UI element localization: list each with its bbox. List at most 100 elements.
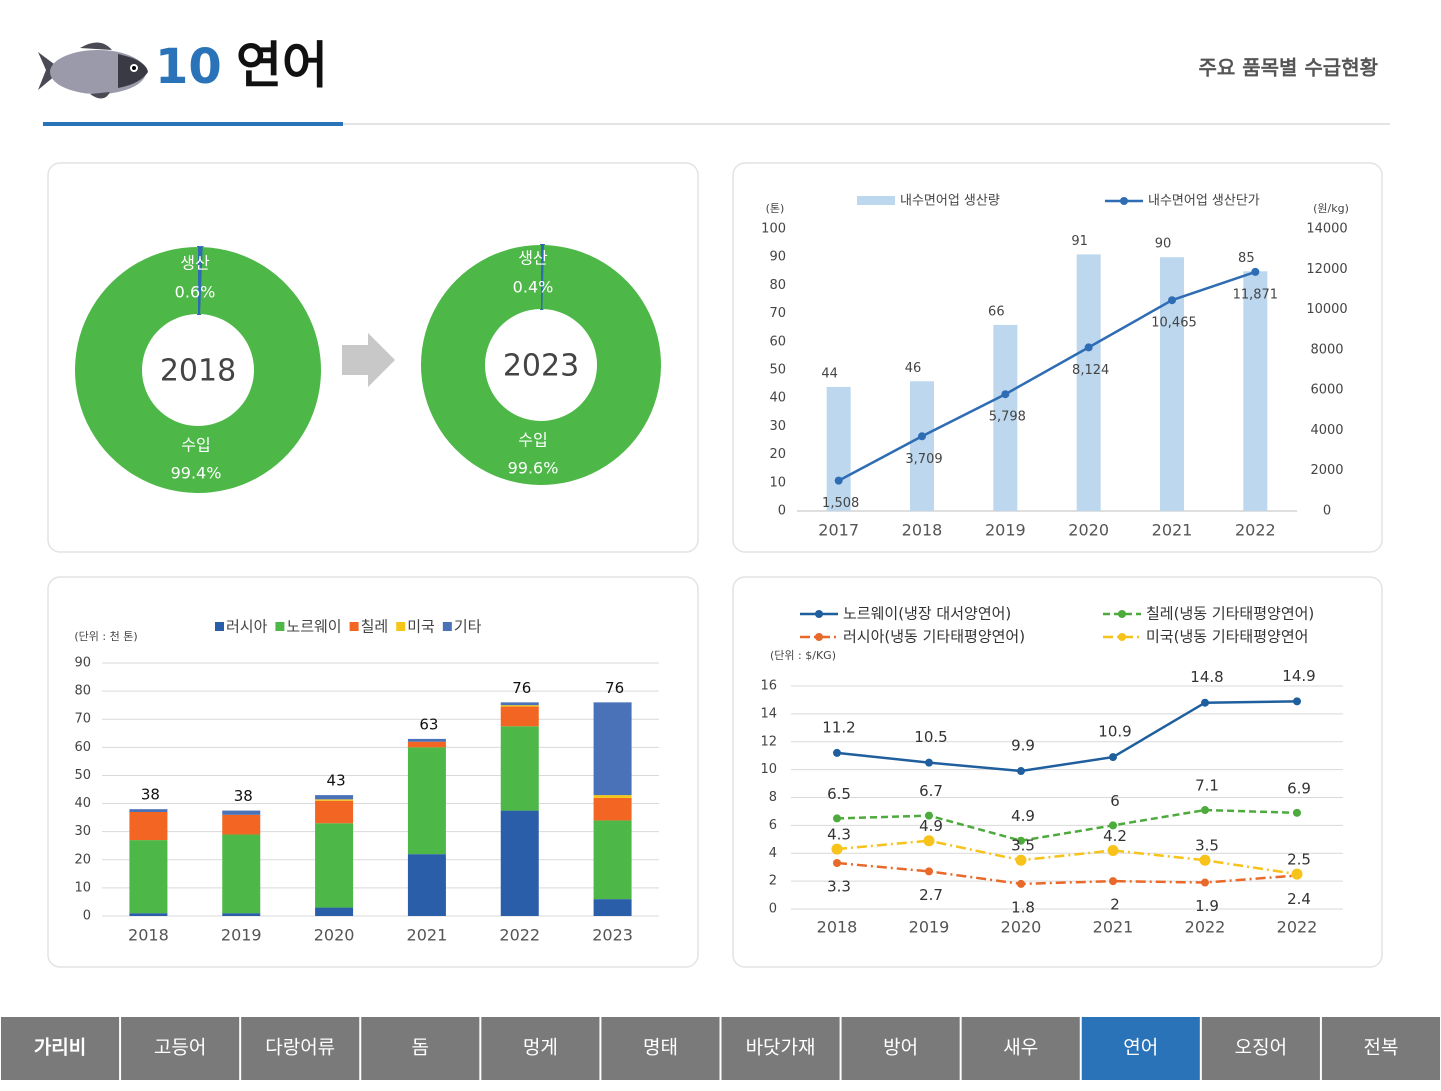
nav-tab-bg[interactable] xyxy=(841,1017,960,1080)
x-tick-label: 2020 xyxy=(314,926,355,945)
line-value-label: 6.7 xyxy=(919,782,943,800)
line-value-label: 2.5 xyxy=(1287,851,1311,869)
y-tick-label: 90 xyxy=(769,250,786,265)
nav-tab-label: 연어 xyxy=(1123,1037,1158,1059)
bar xyxy=(826,386,851,511)
y-tick-label: 8000 xyxy=(1310,342,1343,357)
bar-segment xyxy=(407,738,446,742)
nav-tab-bg[interactable] xyxy=(1201,1017,1320,1080)
nav-tab[interactable]: 방어 xyxy=(841,1017,960,1080)
x-tick-label: 2020 xyxy=(1001,918,1042,937)
bar-total-label: 76 xyxy=(512,679,531,697)
bar-value-label: 91 xyxy=(1071,234,1088,249)
nav-tab[interactable]: 고등어 xyxy=(121,1017,240,1080)
legend-marker xyxy=(815,610,823,618)
segment-value: 99.4% xyxy=(171,464,222,483)
donut-segment xyxy=(197,245,204,316)
nav-tab[interactable]: 멍게 xyxy=(481,1017,600,1080)
legend-swatch xyxy=(442,622,452,631)
bar-segment xyxy=(593,797,632,821)
bar-segment xyxy=(315,907,354,916)
nav-tab[interactable]: 다랑어류 xyxy=(241,1017,360,1080)
bar xyxy=(1160,257,1184,511)
bar-value-label: 66 xyxy=(988,304,1005,319)
y-tick-label: 60 xyxy=(74,740,91,755)
bar-value-label: 44 xyxy=(821,366,838,381)
x-tick-label: 2023 xyxy=(592,926,633,945)
x-tick-label: 2019 xyxy=(985,521,1026,540)
legend-label: 칠레 xyxy=(361,618,389,636)
line-value-label: 4.2 xyxy=(1103,827,1127,845)
nav-tab-bg[interactable] xyxy=(481,1017,600,1080)
nav-tab[interactable]: 전복 xyxy=(1321,1017,1440,1080)
line-marker xyxy=(925,811,933,820)
nav-tab[interactable]: 연어 xyxy=(1081,1017,1200,1080)
bar-total-label: 63 xyxy=(419,715,438,733)
legend-label: 미국 xyxy=(407,618,435,636)
nav-tab[interactable]: 바닷가재 xyxy=(721,1017,840,1080)
nav-tab[interactable]: 새우 xyxy=(961,1017,1080,1080)
legend-label: 내수면어업 생산단가 xyxy=(1148,194,1260,209)
y-tick-label: 2 xyxy=(769,874,777,889)
x-tick-label: 2017 xyxy=(818,521,859,540)
line-value-label: 7.1 xyxy=(1195,777,1219,795)
donut-segment xyxy=(540,243,546,311)
bar-segment xyxy=(315,800,354,824)
nav-tab[interactable]: 돔 xyxy=(361,1017,480,1080)
legend-label: 러시아 xyxy=(226,618,268,636)
bar-segment xyxy=(129,913,168,916)
nav-tab-bg[interactable] xyxy=(1321,1017,1440,1080)
y-tick-label: 0 xyxy=(769,902,777,917)
bar xyxy=(910,381,934,511)
nav-tab-bg[interactable] xyxy=(1,1017,120,1080)
nav-tab[interactable]: 가리비 xyxy=(1,1017,120,1080)
line-value-label: 2.4 xyxy=(1287,890,1311,908)
nav-tab[interactable]: 명태 xyxy=(601,1017,720,1080)
line xyxy=(838,270,1256,482)
line-value-label: 10.9 xyxy=(1098,723,1131,741)
y-tick-label: 40 xyxy=(74,796,91,811)
nav-tab-bg[interactable] xyxy=(721,1017,840,1080)
x-tick-label: 2022 xyxy=(1277,918,1318,937)
line-marker xyxy=(1201,878,1209,887)
y-tick-label: 80 xyxy=(74,684,91,699)
bar-segment xyxy=(593,795,632,798)
y-axis-unit: (단위 : 천 톤) xyxy=(74,629,137,643)
bar-segment xyxy=(129,809,168,812)
segment-name: 생산 xyxy=(180,254,210,273)
line-marker xyxy=(1293,808,1301,817)
nav-tab-bg[interactable] xyxy=(361,1017,480,1080)
segment-value: 0.4% xyxy=(513,278,554,297)
nav-tab[interactable]: 오징어 xyxy=(1201,1017,1320,1080)
y-tick-label: 0 xyxy=(1323,504,1331,519)
nav-tab-bg[interactable] xyxy=(961,1017,1080,1080)
bar-segment xyxy=(315,799,354,801)
line-value-label: 8,124 xyxy=(1072,363,1109,378)
y-tick-label: 6000 xyxy=(1310,383,1343,398)
legend-label: 노르웨이(냉장 대서양연어) xyxy=(843,605,1011,623)
bar-segment xyxy=(593,702,632,796)
line-marker xyxy=(833,814,841,823)
nav-tab-bg[interactable] xyxy=(601,1017,720,1080)
line-marker xyxy=(1251,267,1260,276)
legend-swatch xyxy=(857,196,895,205)
line-value-label: 6.5 xyxy=(827,785,851,803)
line xyxy=(836,861,1298,886)
line xyxy=(836,808,1298,842)
nav-tab-label: 명태 xyxy=(643,1037,678,1059)
nav-tab-bg[interactable] xyxy=(241,1017,360,1080)
line-value-label: 9.9 xyxy=(1011,737,1035,755)
line-value-label: 2 xyxy=(1110,896,1120,914)
bar-segment xyxy=(315,795,354,800)
arrow xyxy=(342,333,395,387)
nav-tab-bg[interactable] xyxy=(1081,1017,1200,1080)
y2-axis-unit: (원/kg) xyxy=(1313,202,1349,215)
bar xyxy=(993,324,1018,511)
nav-tab-bg[interactable] xyxy=(121,1017,240,1080)
bar-segment xyxy=(222,814,261,835)
line-value-label: 3.5 xyxy=(1195,837,1219,855)
nav-tab-label: 가리비 xyxy=(34,1037,86,1059)
donut-center-label: 2018 xyxy=(160,354,236,389)
legend-label: 노르웨이 xyxy=(286,618,341,636)
y-tick-label: 20 xyxy=(769,447,786,462)
